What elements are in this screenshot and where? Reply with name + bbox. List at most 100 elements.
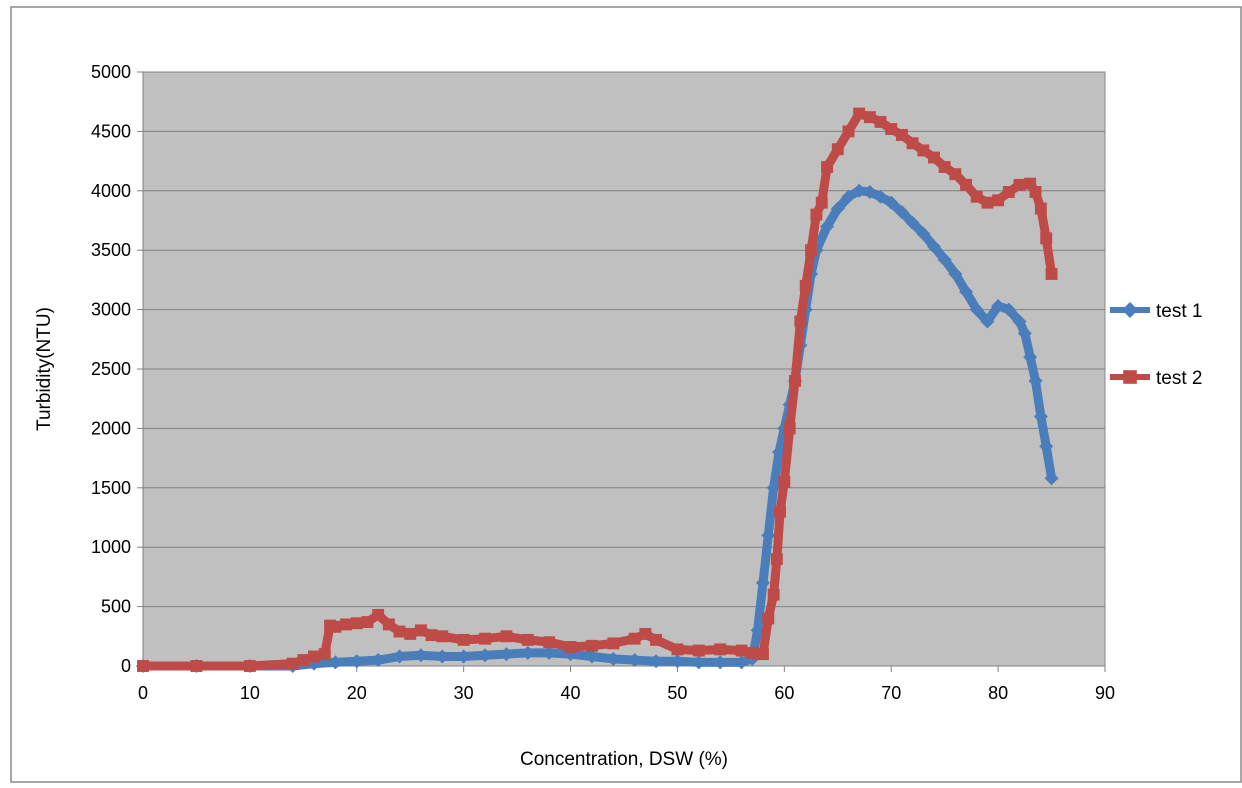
- data-point: [286, 657, 299, 670]
- data-point: [916, 226, 931, 241]
- data-point: [894, 205, 909, 220]
- x-tick-label: 90: [1095, 683, 1115, 703]
- data-point: [805, 244, 818, 257]
- data-point: [928, 151, 940, 164]
- data-point: [1001, 302, 1016, 317]
- data-point: [521, 633, 534, 646]
- x-tick-label: 70: [881, 683, 901, 703]
- data-point: [762, 612, 775, 625]
- data-point: [1002, 186, 1015, 198]
- y-tick-label: 3000: [91, 300, 131, 320]
- data-point: [820, 219, 835, 234]
- series-layer: [136, 107, 1059, 673]
- data-point: [308, 650, 320, 663]
- data-point: [937, 252, 952, 267]
- data-point: [799, 279, 812, 292]
- data-point: [884, 195, 899, 210]
- data-point: [1017, 326, 1032, 341]
- data-point: [607, 637, 620, 650]
- y-tick-label: 5000: [91, 62, 131, 82]
- data-point: [810, 208, 823, 221]
- data-point: [778, 475, 791, 488]
- y-tick-label: 4000: [91, 181, 131, 201]
- data-point: [815, 196, 828, 209]
- data-point: [757, 648, 769, 661]
- data-point: [382, 618, 395, 631]
- y-tick-label: 500: [101, 597, 131, 617]
- data-point: [1045, 268, 1058, 280]
- data-point: [1023, 350, 1038, 365]
- data-point: [1028, 373, 1043, 388]
- data-point: [435, 649, 450, 664]
- data-point: [841, 189, 856, 204]
- data-point: [969, 302, 984, 317]
- data-point: [981, 196, 994, 209]
- data-point: [1039, 439, 1054, 454]
- data-point: [1033, 409, 1048, 424]
- data-point: [734, 655, 749, 670]
- data-point: [349, 654, 364, 669]
- data-point: [457, 633, 470, 646]
- x-tick-label: 60: [774, 683, 794, 703]
- data-point: [783, 422, 796, 435]
- data-point: [543, 636, 556, 649]
- data-point: [670, 654, 685, 669]
- data-point: [425, 629, 438, 642]
- data-point: [1024, 177, 1037, 190]
- data-point: [404, 627, 417, 640]
- data-point: [853, 107, 866, 120]
- data-point: [735, 644, 748, 657]
- data-point: [906, 137, 919, 150]
- data-point: [585, 639, 598, 652]
- legend-label: test 1: [1156, 301, 1202, 322]
- data-point: [755, 575, 770, 590]
- data-point: [746, 646, 759, 659]
- x-tick-label: 80: [988, 683, 1008, 703]
- data-point: [318, 648, 331, 661]
- data-point: [1012, 314, 1027, 329]
- data-point: [243, 660, 256, 672]
- data-point: [1044, 471, 1059, 486]
- data-point: [970, 190, 983, 203]
- data-point: [842, 125, 855, 138]
- data-point: [499, 647, 514, 662]
- data-point: [766, 480, 781, 495]
- data-point: [794, 315, 807, 328]
- data-point: [1034, 202, 1047, 215]
- data-point: [917, 144, 930, 157]
- data-point: [692, 644, 705, 657]
- data-point: [350, 617, 363, 630]
- y-tick-label: 0: [121, 656, 131, 676]
- legend-item-1: test 1: [1110, 301, 1202, 322]
- data-point: [831, 143, 844, 156]
- legend: test 1 test 2: [1110, 301, 1202, 389]
- x-tick-label: 50: [667, 683, 687, 703]
- data-point: [948, 266, 963, 281]
- data-point: [863, 111, 876, 124]
- data-point: [761, 528, 776, 543]
- data-point: [639, 627, 652, 640]
- data-point: [520, 645, 535, 660]
- data-point: [606, 651, 621, 666]
- series-2: [137, 107, 1058, 672]
- x-tick-label: 20: [347, 683, 367, 703]
- data-point: [361, 616, 374, 628]
- data-point: [905, 215, 920, 230]
- data-point: [873, 189, 888, 204]
- data-point: [414, 624, 427, 637]
- gridlines: [143, 71, 1105, 608]
- data-point: [691, 655, 706, 670]
- y-tick-label: 2000: [91, 418, 131, 438]
- data-point: [852, 183, 867, 198]
- data-point: [478, 648, 493, 663]
- data-point: [862, 184, 877, 199]
- x-tick-label: 40: [561, 683, 581, 703]
- legend-item-2: test 2: [1110, 368, 1202, 389]
- data-point: [1013, 178, 1026, 191]
- data-point: [627, 653, 642, 668]
- data-point: [650, 633, 663, 646]
- y-axis-label: Turbidity(NTU): [34, 307, 55, 431]
- data-point: [500, 630, 513, 643]
- data-point: [628, 632, 641, 645]
